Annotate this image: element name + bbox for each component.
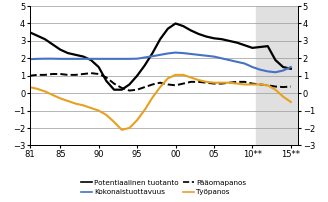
Bar [256,6,298,145]
Legend: Potentiaalinen tuotanto, Kokonaistuottavuus, Pääomapanos, Työpanos: Potentiaalinen tuotanto, Kokonaistuottav… [81,180,247,196]
